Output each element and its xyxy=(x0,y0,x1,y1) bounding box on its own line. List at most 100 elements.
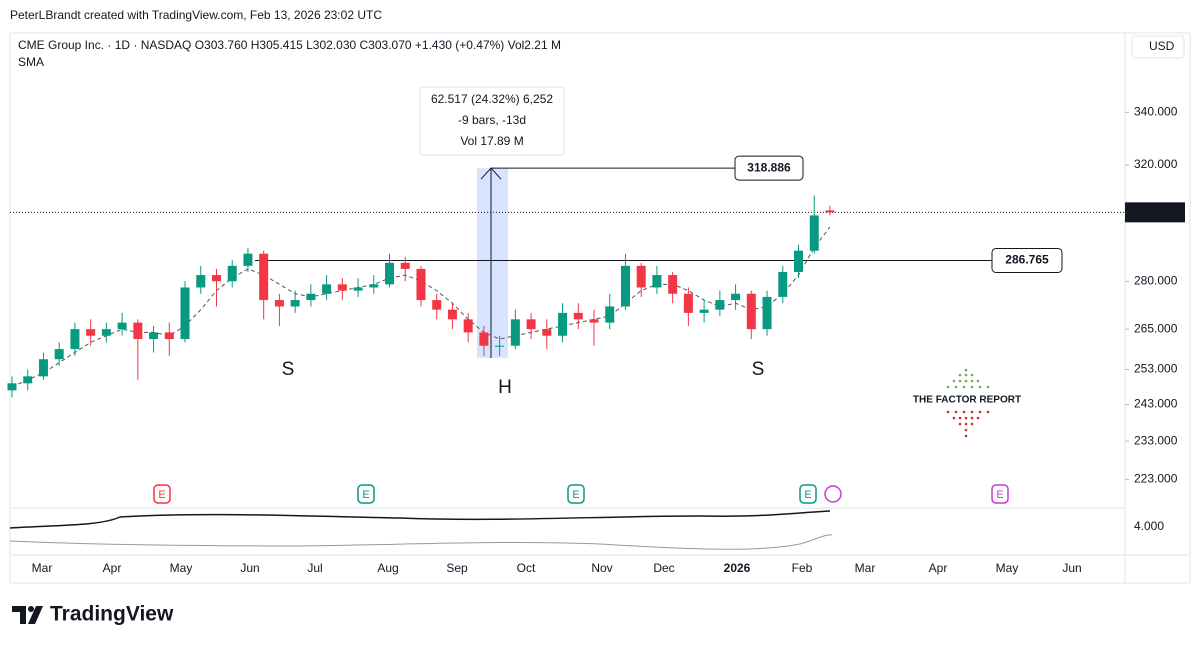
footer: TradingView xyxy=(50,603,174,626)
event-label: E xyxy=(362,489,369,501)
measure-text: 62.517 (24.32%) 6,252 xyxy=(431,92,553,106)
x-tick-label: Dec xyxy=(653,561,674,575)
currency-box[interactable] xyxy=(1131,35,1185,59)
candle-body xyxy=(149,332,159,340)
x-tick-label: Jun xyxy=(1062,561,1081,575)
candle-body xyxy=(416,268,426,301)
watermark-logo xyxy=(946,368,990,438)
indicator-tick-label: 4.000 xyxy=(1134,519,1164,533)
candle-body xyxy=(432,300,442,310)
candle-body xyxy=(620,265,630,307)
candle-body xyxy=(322,284,332,294)
candle-body xyxy=(259,253,269,301)
y-tick-label: 223.000 xyxy=(1134,471,1178,485)
y-tick-label: 233.000 xyxy=(1134,433,1178,447)
level-label: 286.765 xyxy=(1005,253,1049,267)
candle-body xyxy=(479,332,489,346)
symbol-line: CME Group Inc. · 1D · NASDAQ O303.760 H3… xyxy=(18,38,561,52)
candle-body xyxy=(447,309,457,320)
indicator-line-2 xyxy=(9,534,833,550)
level-box xyxy=(991,247,1063,273)
candle-body xyxy=(495,345,505,347)
candle-body xyxy=(369,284,379,288)
y-tick-label: 280.000 xyxy=(1134,273,1178,287)
candle-body xyxy=(274,300,284,307)
y-tick-label: 265.000 xyxy=(1134,321,1178,335)
x-tick-label: Sep xyxy=(446,561,468,575)
candle-body xyxy=(180,287,190,340)
pattern-label: S xyxy=(282,359,295,380)
level-box xyxy=(734,155,804,181)
tradingview-logo xyxy=(12,606,43,624)
event-icon[interactable] xyxy=(799,484,817,504)
candle-body xyxy=(337,284,347,291)
candle-body xyxy=(70,329,80,350)
x-tick-label: Jun xyxy=(240,561,259,575)
event-label: E xyxy=(158,489,165,501)
candle-body xyxy=(211,275,221,282)
dividend-icon xyxy=(824,485,842,503)
candle-body xyxy=(794,250,803,272)
candle-body xyxy=(731,293,741,301)
candle-body xyxy=(243,253,253,266)
event-label: E xyxy=(804,489,811,501)
candle-body xyxy=(38,359,48,377)
candle-body xyxy=(589,319,599,323)
last-price-label: 303.070 xyxy=(1130,205,1174,219)
candle-body xyxy=(636,265,646,288)
candle-body xyxy=(683,293,693,313)
measure-box xyxy=(419,86,565,156)
candle-body xyxy=(86,329,96,336)
x-tick-label: May xyxy=(996,561,1019,575)
frame xyxy=(9,32,1191,584)
candle-body xyxy=(117,322,127,330)
candle-body xyxy=(605,306,615,323)
candle-body xyxy=(825,210,835,213)
candle-body xyxy=(463,319,473,333)
candle-body xyxy=(778,271,788,297)
candle-body xyxy=(652,275,662,288)
x-tick-label: Aug xyxy=(377,561,398,575)
last-price-box xyxy=(1125,202,1185,223)
candle-body xyxy=(101,329,111,336)
header: PeterLBrandt created with TradingView.co… xyxy=(10,8,382,22)
indicator-line xyxy=(9,510,831,529)
event-icon[interactable] xyxy=(153,484,171,504)
candle-body xyxy=(558,312,568,336)
measure-text: -9 bars, -13d xyxy=(458,113,526,127)
candle-body xyxy=(809,215,819,251)
candle-body xyxy=(715,300,725,310)
candle-body xyxy=(353,287,363,291)
currency: USD xyxy=(1149,39,1175,53)
y-tick-label: 320.000 xyxy=(1134,157,1178,171)
x-tick-label: Oct xyxy=(517,561,536,575)
y-tick-label: 340.000 xyxy=(1134,104,1178,118)
x-tick-label: Mar xyxy=(32,561,53,575)
candle-body xyxy=(400,262,410,269)
candle-body xyxy=(385,262,395,285)
event-icon[interactable] xyxy=(567,484,585,504)
candle-body xyxy=(164,332,174,340)
measure-text: Vol 17.89 M xyxy=(460,134,523,148)
x-tick-label: Nov xyxy=(591,561,612,575)
candle-body xyxy=(196,275,206,288)
candle-body xyxy=(23,376,33,384)
level-label: 318.886 xyxy=(747,160,791,174)
y-tick-label: 253.000 xyxy=(1134,362,1178,376)
candle-body xyxy=(542,329,552,336)
candle-body xyxy=(699,309,709,313)
event-icon[interactable] xyxy=(357,484,375,504)
candle-body xyxy=(306,293,316,301)
candle-body xyxy=(227,265,237,282)
event-label: E xyxy=(996,489,1003,501)
watermark: THE FACTOR REPORT xyxy=(913,395,1021,406)
x-tick-label: May xyxy=(170,561,193,575)
event-icon[interactable] xyxy=(991,484,1009,504)
candle-body xyxy=(133,322,143,340)
candle-body xyxy=(668,275,678,294)
x-tick-label: Apr xyxy=(103,561,122,575)
candle-body xyxy=(7,383,17,391)
